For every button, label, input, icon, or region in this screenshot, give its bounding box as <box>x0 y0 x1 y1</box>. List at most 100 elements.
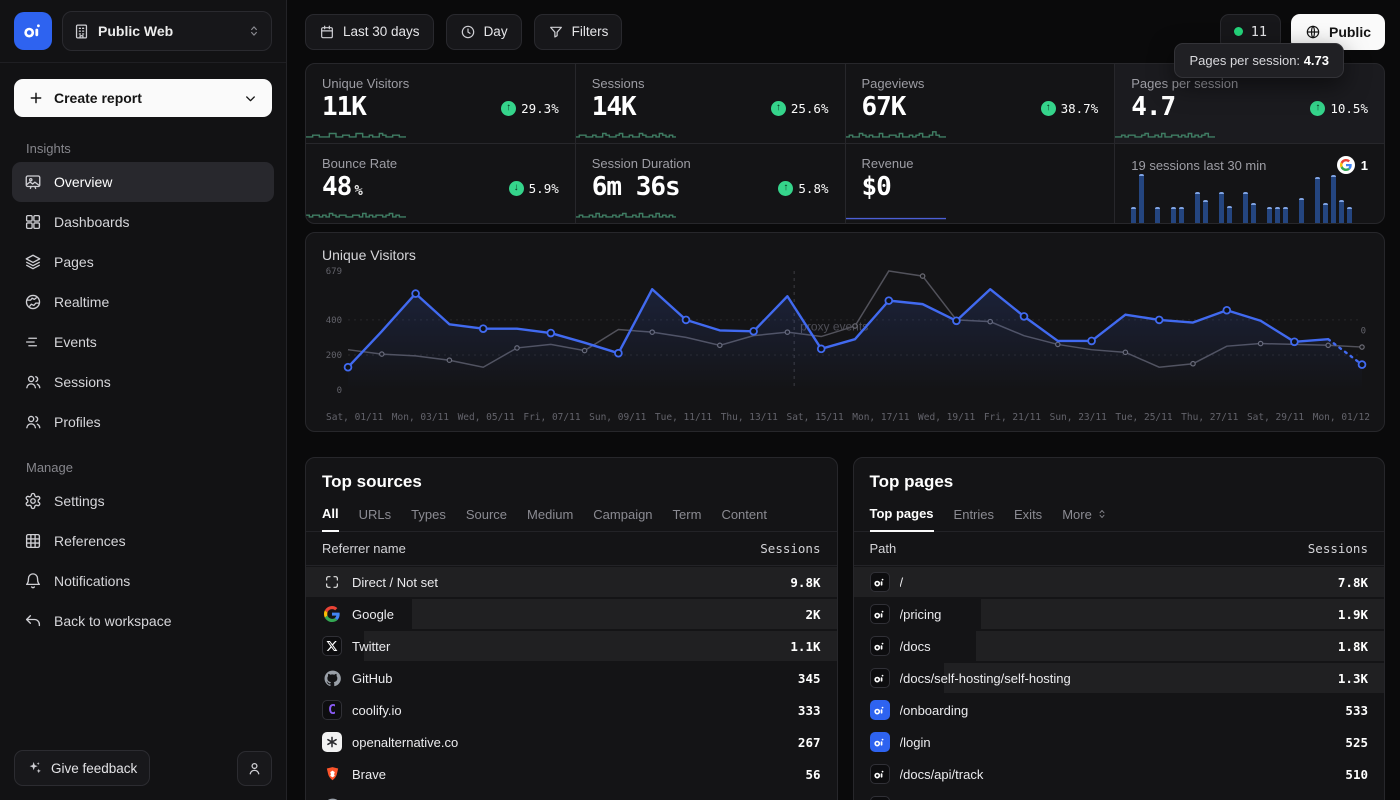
x-tick-label: Sat, 15/11 <box>786 412 844 423</box>
top-source-row[interactable]: Direct / Not set 9.8K <box>306 566 837 598</box>
stat-value: 11K <box>322 92 367 122</box>
clock-icon <box>460 24 476 40</box>
stat-card-sessions[interactable]: Sessions 14K ↑ 25.6% <box>575 64 845 143</box>
brave-icon <box>322 764 342 784</box>
tab-label: More <box>1062 506 1092 522</box>
granularity-button[interactable]: Day <box>445 13 522 50</box>
top-sources-tabs: All URLs Types Source Medium Campaign Term Cont… <box>306 492 837 532</box>
sidebar-item-overview[interactable]: Overview <box>12 162 274 202</box>
top-page-row[interactable]: /docs/api/track 510 <box>854 758 1385 790</box>
funnel-icon <box>548 24 564 40</box>
sidebar-item-back-to-workspace[interactable]: Back to workspace <box>12 601 274 641</box>
top-page-row[interactable]: /docs 1.8K <box>854 630 1384 662</box>
tooltip-label: Pages per session: <box>1189 53 1301 68</box>
realtime-bar <box>1179 207 1185 223</box>
sidebar-item-settings[interactable]: Settings <box>12 481 274 521</box>
stat-card-revenue[interactable]: Revenue $0 <box>845 144 1115 223</box>
stat-sparkline <box>846 123 946 143</box>
chevron-down-icon <box>243 91 258 106</box>
top-page-row[interactable]: / 7.8K <box>853 566 1384 598</box>
sidebar-item-pages[interactable]: Pages <box>12 242 274 282</box>
tab-term[interactable]: Term <box>673 506 702 531</box>
tab-entries[interactable]: Entries <box>954 506 994 531</box>
top-page-row[interactable]: /onboarding 533 <box>854 694 1385 726</box>
tab-all[interactable]: All <box>322 506 339 532</box>
top-page-row[interactable] <box>854 790 1385 800</box>
top-source-row[interactable]: openalternative.co 267 <box>306 726 837 758</box>
trend-up-icon: ↑ <box>1310 100 1326 116</box>
account-button[interactable] <box>237 750 272 786</box>
top-source-row[interactable] <box>306 790 837 800</box>
top-page-row[interactable]: /docs/self-hosting/self-hosting 1.3K <box>854 662 1384 694</box>
stat-card-unique-visitors[interactable]: Unique Visitors 11K ↑ 29.3% <box>306 64 575 143</box>
row-label: /onboarding <box>899 702 969 718</box>
tab-urls[interactable]: URLs <box>359 506 392 531</box>
row-label: /docs/self-hosting/self-hosting <box>899 670 1071 686</box>
tab-types[interactable]: Types <box>411 506 446 531</box>
top-pages-header: Path Sessions <box>853 532 1384 566</box>
realtime-bar <box>1251 203 1257 223</box>
sidebar-item-realtime[interactable]: Realtime <box>12 282 274 322</box>
sidebar-item-references[interactable]: References <box>12 521 274 561</box>
trend-up-icon: ↑ <box>501 100 517 116</box>
tab-more[interactable]: More <box>1062 506 1108 531</box>
date-range-button[interactable]: Last 30 days <box>305 13 434 50</box>
op-dark-icon <box>869 796 890 800</box>
tab-label: Content <box>721 506 767 522</box>
sidebar-item-notifications[interactable]: Notifications <box>12 561 274 601</box>
tab-content[interactable]: Content <box>721 506 767 531</box>
stat-sparkline <box>846 203 946 223</box>
toolbar: Last 30 days Day Filters 11 Public <box>305 0 1385 63</box>
stat-label: Session Duration <box>591 156 691 171</box>
sidebar-item-events[interactable]: Events <box>12 322 274 362</box>
unique-visitors-line-chart[interactable]: 679 400 200 0 proxy events 0 <box>322 265 1368 400</box>
top-page-row[interactable]: /login 525 <box>854 726 1385 758</box>
realtime-icon <box>24 293 42 311</box>
nav-group: Overview Dashboards Pages Realtime Events Ses… <box>0 162 286 442</box>
chart-x-axis: Sat, 01/11 Mon, 03/11 Wed, 05/11 Fri, 07/11… <box>326 412 1370 423</box>
top-pages-tabs: Top pages Entries Exits More <box>853 492 1384 532</box>
create-report-button[interactable]: Create report <box>14 79 272 117</box>
x-icon <box>322 636 342 656</box>
top-page-row[interactable]: /pricing 1.9K <box>854 598 1384 630</box>
sidebar-item-profiles[interactable]: Profiles <box>12 402 274 442</box>
give-feedback-button[interactable]: Give feedback <box>14 750 151 786</box>
row-label: / <box>899 574 904 590</box>
calendar-icon <box>319 24 335 40</box>
tab-top-pages[interactable]: Top pages <box>869 506 934 532</box>
bell-icon <box>24 572 42 590</box>
row-value: 1.3K <box>1337 670 1368 686</box>
project-selector[interactable]: Public Web <box>62 11 272 51</box>
tab-label: All <box>322 506 339 521</box>
tab-campaign[interactable]: Campaign <box>593 506 652 531</box>
stat-card-pageviews[interactable]: Pageviews 67K ↑ 38.7% <box>845 64 1115 143</box>
stat-card-session-duration[interactable]: Session Duration 6m 36s ↑ 5.8% <box>575 144 845 223</box>
sidebar-header: Public Web <box>0 0 286 63</box>
top-sources-header: Referrer name Sessions <box>306 532 837 566</box>
tab-label: Campaign <box>593 506 653 522</box>
realtime-sessions-card[interactable]: 19 sessions last 30 min 1 <box>1115 144 1384 223</box>
stat-card-bounce-rate[interactable]: Bounce Rate 48% ↓ 5.9% <box>306 144 575 223</box>
top-source-row[interactable]: Twitter 1.1K <box>306 630 837 662</box>
sidebar-item-sessions[interactable]: Sessions <box>12 362 274 402</box>
top-source-row[interactable]: Brave 56 <box>306 758 837 790</box>
dashboards-icon <box>24 213 42 231</box>
tab-exits[interactable]: Exits <box>1014 506 1042 531</box>
top-source-row[interactable]: Google 2K <box>306 598 837 630</box>
row-value-bar <box>364 631 837 661</box>
github-icon <box>322 668 342 688</box>
filters-button[interactable]: Filters <box>533 13 623 50</box>
realtime-bar <box>1283 207 1289 223</box>
tab-medium[interactable]: Medium <box>527 506 573 531</box>
row-value: 1.8K <box>1337 638 1368 654</box>
users-icon <box>24 413 42 431</box>
top-source-row[interactable]: GitHub 345 <box>306 662 837 694</box>
x-tick-label: Thu, 27/11 <box>1181 412 1239 423</box>
realtime-bar <box>1331 175 1337 223</box>
chart-title: Unique Visitors <box>322 247 416 263</box>
sidebar-item-dashboards[interactable]: Dashboards <box>12 202 274 242</box>
tab-source[interactable]: Source <box>466 506 507 531</box>
openpanel-logo-icon[interactable] <box>14 12 52 50</box>
